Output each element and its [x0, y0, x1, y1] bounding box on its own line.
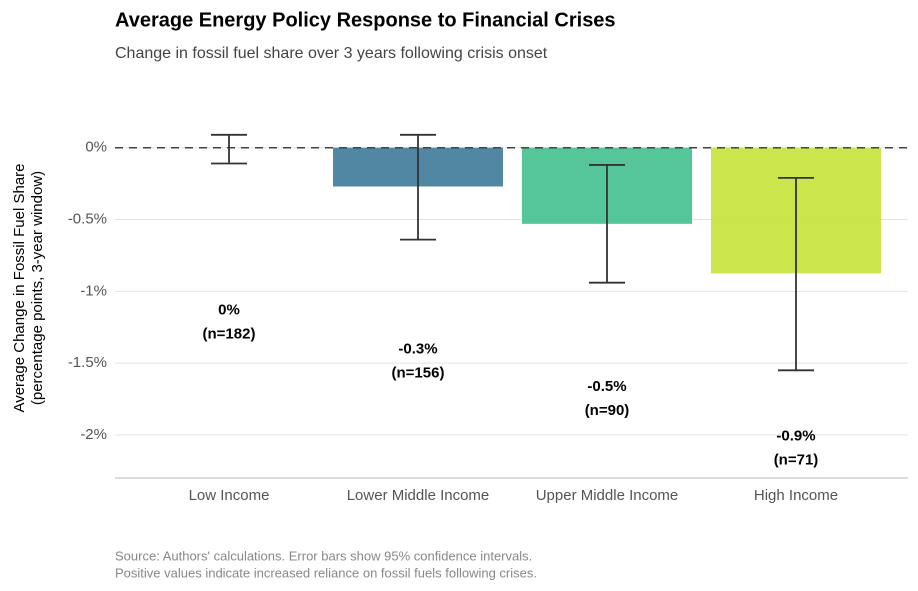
y-tick-label: 0% [85, 139, 107, 156]
n-label: (n=90) [585, 402, 630, 419]
chart-title: Average Energy Policy Response to Financ… [115, 9, 616, 31]
y-tick-label: -1% [80, 282, 107, 299]
n-label: (n=156) [392, 364, 445, 381]
y-axis-title-line: Average Change in Fossil Fuel Share [11, 163, 28, 412]
y-tick-label: -0.5% [68, 210, 107, 227]
x-tick-label: High Income [754, 487, 838, 504]
x-tick-label: Lower Middle Income [347, 487, 490, 504]
y-tick-label: -1.5% [68, 354, 107, 371]
caption: Source: Authors' calculations. Error bar… [115, 548, 532, 563]
y-axis-title-line: (percentage points, 3-year window) [29, 171, 46, 405]
y-tick-label: -2% [80, 426, 107, 443]
value-label: 0% [218, 302, 240, 319]
value-label: -0.3% [398, 340, 437, 357]
x-tick-label: Upper Middle Income [536, 487, 679, 504]
chart-subtitle: Change in fossil fuel share over 3 years… [115, 45, 548, 62]
n-label: (n=182) [203, 326, 256, 343]
x-tick-label: Low Income [189, 487, 270, 504]
n-label: (n=71) [774, 451, 819, 468]
y-axis-title: Average Change in Fossil Fuel Share (per… [11, 163, 46, 412]
value-label: -0.9% [776, 427, 815, 444]
caption: Positive values indicate increased relia… [115, 565, 537, 580]
value-label: -0.5% [587, 378, 626, 395]
